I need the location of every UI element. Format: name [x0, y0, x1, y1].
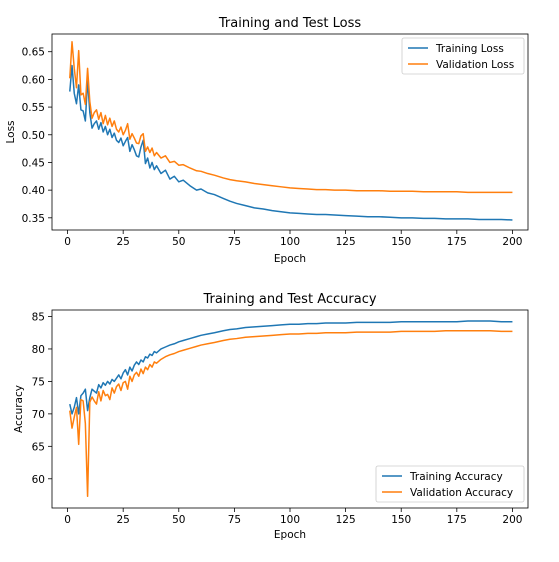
x-tick-label: 50	[172, 236, 185, 248]
y-tick-label: 60	[32, 474, 45, 486]
chart-1: Training and Test Loss 0 25 50 75 100 125 150 17…	[5, 16, 529, 265]
legend: Training Accuracy Validation Accuracy	[375, 465, 525, 503]
legend-box	[401, 37, 525, 75]
x-tick-label: 0	[64, 514, 71, 526]
series-line-validation	[69, 41, 513, 194]
legend-label: Training Accuracy	[409, 471, 503, 483]
y-tick-label: 70	[32, 409, 45, 421]
legend-label: Training Loss	[435, 43, 504, 55]
y-tick-label: 0.50	[22, 130, 45, 142]
x-tick-label: 200	[502, 514, 522, 526]
chart-title: Training and Test Accuracy	[202, 292, 376, 307]
x-axis-label: Epoch	[274, 529, 306, 541]
x-tick-label: 125	[336, 236, 356, 248]
x-tick-label: 150	[391, 514, 411, 526]
y-tick-label: 65	[32, 441, 45, 453]
x-tick-label: 75	[228, 236, 241, 248]
y-tick-label: 85	[32, 311, 45, 323]
x-tick-label: 75	[228, 514, 241, 526]
x-tick-label: 0	[64, 236, 71, 248]
x-tick-label: 175	[447, 514, 467, 526]
chart-2: Training and Test Accuracy 0 25 50 75 100 125 1…	[13, 292, 529, 541]
y-tick-label: 0.40	[22, 185, 45, 197]
y-tick-label: 0.35	[22, 213, 45, 225]
series-line-validation	[69, 330, 513, 498]
x-tick-label: 125	[336, 514, 356, 526]
y-tick-label: 0.65	[22, 47, 45, 59]
legend-label: Validation Accuracy	[410, 487, 513, 499]
legend-box	[375, 465, 525, 503]
y-tick-label: 0.55	[22, 102, 45, 114]
x-tick-label: 100	[280, 514, 300, 526]
x-tick-label: 100	[280, 236, 300, 248]
series-line-training	[69, 320, 513, 415]
y-tick-label: 75	[32, 376, 45, 388]
legend: Training Loss Validation Loss	[401, 37, 525, 75]
y-axis-label: Loss	[5, 120, 17, 143]
x-tick-label: 150	[391, 236, 411, 248]
x-axis-label: Epoch	[274, 253, 306, 265]
chart-title: Training and Test Loss	[218, 16, 361, 31]
y-tick-label: 0.45	[22, 157, 45, 169]
y-axis-label: Accuracy	[13, 385, 25, 433]
x-tick-label: 50	[172, 514, 185, 526]
x-tick-label: 175	[447, 236, 467, 248]
series-line-training	[69, 64, 513, 221]
x-tick-label: 25	[116, 236, 129, 248]
y-tick-label: 0.60	[22, 74, 45, 86]
x-tick-label: 25	[116, 514, 129, 526]
legend-label: Validation Loss	[436, 59, 514, 71]
y-tick-label: 80	[32, 344, 45, 356]
x-tick-label: 200	[502, 236, 522, 248]
